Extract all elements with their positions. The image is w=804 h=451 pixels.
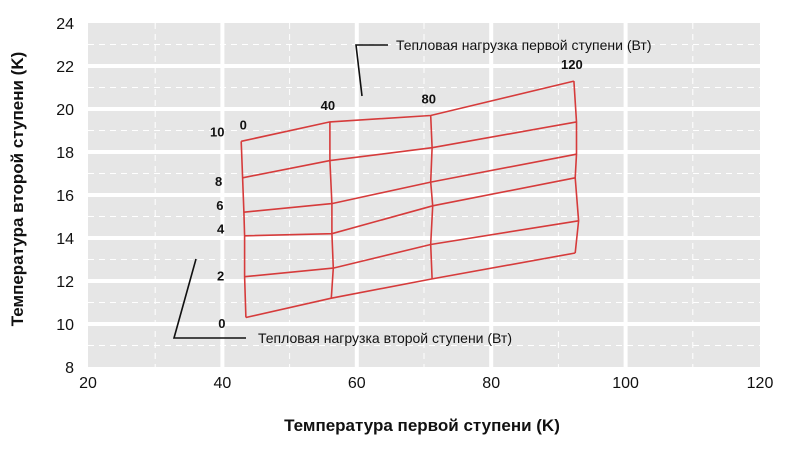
y-tick-label: 20 <box>56 102 74 119</box>
second-stage-load-label: 0 <box>218 316 225 331</box>
x-tick-label: 60 <box>348 375 366 392</box>
y-tick-label: 14 <box>56 231 74 248</box>
second-stage-load-label: 2 <box>217 269 224 284</box>
second-stage-load-line <box>244 220 579 278</box>
first-stage-load-line <box>329 121 335 299</box>
first-stage-load-label: 120 <box>561 57 583 72</box>
x-tick-label: 120 <box>747 375 774 392</box>
y-tick-label: 12 <box>56 274 74 291</box>
y-tick-label: 10 <box>56 317 74 334</box>
first-stage-load-label: 0 <box>240 117 247 132</box>
second-stage-load-label: 4 <box>217 221 225 236</box>
x-tick-label: 20 <box>79 375 97 392</box>
second-stage-load-label: 10 <box>210 125 224 140</box>
performance-map <box>240 80 580 319</box>
second-stage-load-line <box>241 80 575 143</box>
second-stage-load-line <box>243 153 577 213</box>
x-tick-label: 80 <box>482 375 500 392</box>
first-stage-load-annotation: Тепловая нагрузка первой ступени (Вт) <box>396 37 651 53</box>
first-stage-load-label: 80 <box>421 91 435 106</box>
y-axis-label: Температура второй ступени (K) <box>8 52 27 327</box>
first-stage-load-label: 40 <box>321 98 335 113</box>
first-stage-load-line <box>429 115 434 279</box>
load-labels: 0 40 80 120 0 2 4 6 8 10 <box>210 57 583 331</box>
x-tick-label: 100 <box>612 375 639 392</box>
y-tick-label: 16 <box>56 188 74 205</box>
x-axis-label: Температура первой ступени (K) <box>284 416 560 435</box>
first-stage-load-line <box>573 81 580 254</box>
second-stage-load-line <box>245 252 576 319</box>
y-tick-label: 18 <box>56 145 74 162</box>
second-stage-load-annotation: Тепловая нагрузка второй ступени (Вт) <box>258 330 512 346</box>
second-stage-load-label: 8 <box>215 174 222 189</box>
gridlines <box>88 23 760 367</box>
second-stage-annotation-leader <box>172 258 246 339</box>
first-stage-annotation-leader <box>355 44 388 97</box>
y-tick-label: 22 <box>56 59 74 76</box>
second-stage-load-line <box>244 177 576 237</box>
x-tick-label: 40 <box>214 375 232 392</box>
second-stage-load-label: 6 <box>216 198 223 213</box>
annotations: Тепловая нагрузка первой ступени (Вт) Те… <box>172 37 651 346</box>
first-stage-load-line <box>240 141 247 318</box>
y-tick-label: 8 <box>65 360 74 377</box>
second-stage-load-line <box>242 121 577 179</box>
y-tick-label: 24 <box>56 16 74 33</box>
